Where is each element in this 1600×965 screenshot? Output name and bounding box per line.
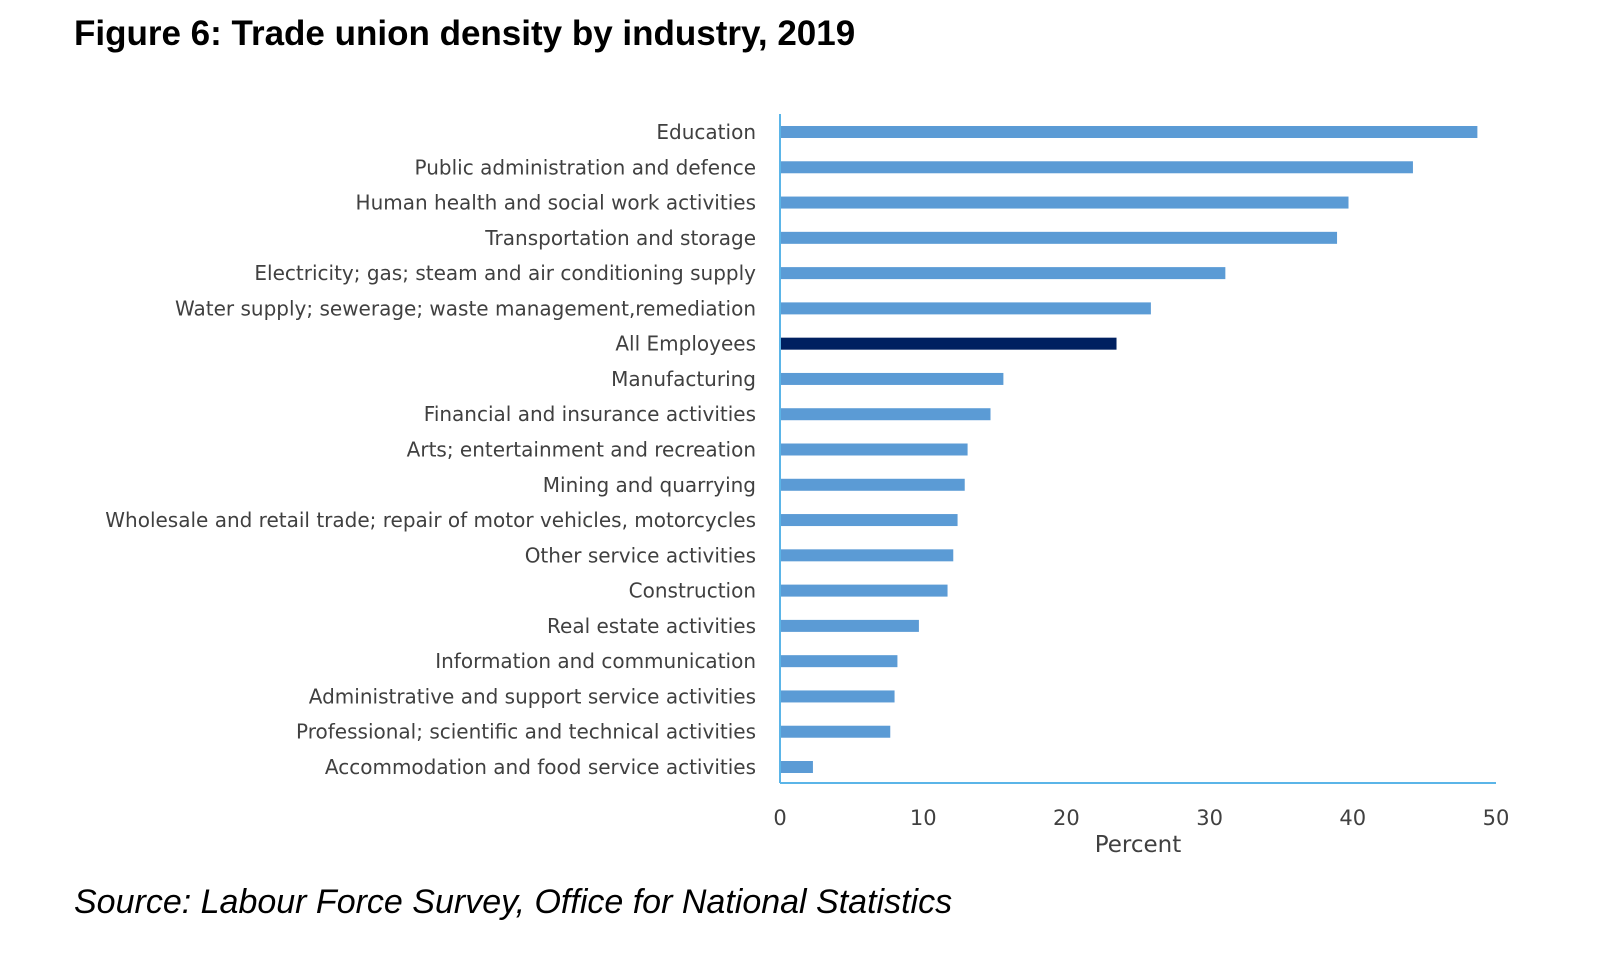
category-label-other-service-activities: Other service activities [525,543,756,567]
category-label-all-employees: All Employees [615,332,756,356]
category-label-human-health-and-social-work-activities: Human health and social work activities [356,191,756,215]
category-label-wholesale-and-retail-trade-repair-of-motor-vehicles-motorcycles: Wholesale and retail trade; repair of mo… [105,508,756,532]
category-label-education: Education [656,120,756,144]
bar-professional-scientific-and-technical-activities [780,725,891,738]
category-label-construction: Construction [629,579,756,603]
bar-electricity-gas-steam-and-air-conditioning-supply [780,267,1226,280]
category-label-real-estate-activities: Real estate activities [547,614,756,638]
category-label-manufacturing: Manufacturing [611,367,756,391]
category-label-accommodation-and-food-service-activities: Accommodation and food service activitie… [325,755,756,779]
bar-administrative-and-support-service-activities [780,690,895,703]
category-label-transportation-and-storage: Transportation and storage [484,226,756,250]
bar-water-supply-sewerage-waste-management-remediation [780,302,1151,315]
category-label-information-and-communication: Information and communication [435,649,756,673]
bar-real-estate-activities [780,619,919,632]
bars-layer [780,126,1478,773]
bar-wholesale-and-retail-trade-repair-of-motor-vehicles-motorcycles [780,514,958,527]
category-label-professional-scientific-and-technical-activities: Professional; scientific and technical a… [296,720,756,744]
category-labels: Education Public administration and defen… [105,120,756,779]
bar-all-employees [780,337,1117,350]
category-label-administrative-and-support-service-activities: Administrative and support service activ… [309,684,756,708]
source-note: Source: Labour Force Survey, Office for … [74,883,953,921]
category-label-financial-and-insurance-activities: Financial and insurance activities [424,402,756,426]
x-tick-label-30: 30 [1196,806,1223,830]
figure-title: Figure 6: Trade union density by industr… [74,14,856,53]
x-tick-label-50: 50 [1483,806,1510,830]
x-axis: 0 10 20 30 40 50 Percent [773,114,1509,858]
category-label-water-supply-sewerage-waste-management-remediation: Water supply; sewerage; waste management… [175,296,756,320]
x-axis-title: Percent [1095,832,1182,858]
x-tick-label-20: 20 [1053,806,1080,830]
bar-other-service-activities [780,549,954,562]
x-tick-label-0: 0 [773,806,786,830]
bar-arts-entertainment-and-recreation [780,443,968,456]
bar-construction [780,584,948,597]
bar-transportation-and-storage [780,231,1338,244]
bar-financial-and-insurance-activities [780,408,991,421]
category-label-mining-and-quarrying: Mining and quarrying [543,473,756,497]
x-tick-label-40: 40 [1339,806,1366,830]
category-label-public-administration-and-defence: Public administration and defence [415,155,756,179]
bar-public-administration-and-defence [780,161,1413,174]
category-label-electricity-gas-steam-and-air-conditioning-supply: Electricity; gas; steam and air conditio… [254,261,756,285]
bar-human-health-and-social-work-activities [780,196,1349,209]
bar-mining-and-quarrying [780,478,965,491]
bar-manufacturing [780,372,1004,385]
bar-information-and-communication [780,655,898,668]
x-tick-label-10: 10 [910,806,937,830]
bar-education [780,126,1478,138]
bar-accommodation-and-food-service-activities [780,761,813,773]
category-label-arts-entertainment-and-recreation: Arts; entertainment and recreation [407,438,756,462]
